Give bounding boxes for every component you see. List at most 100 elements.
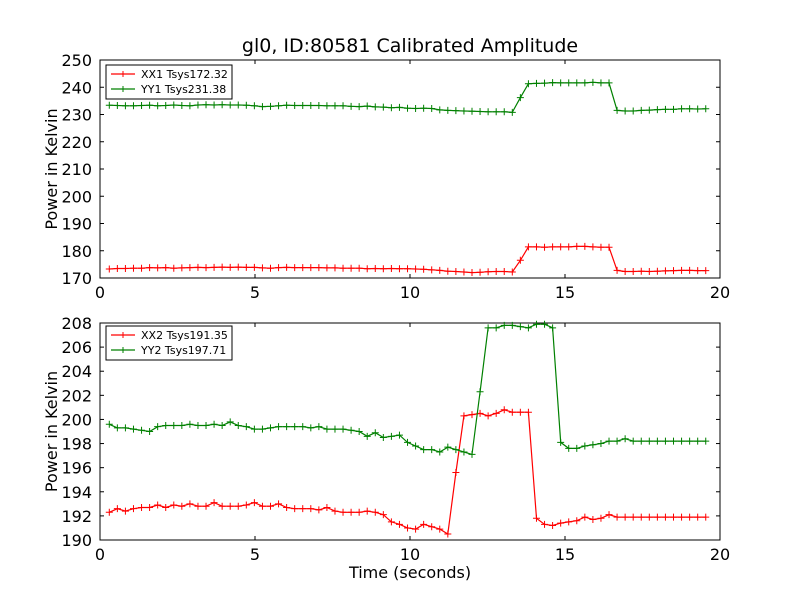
y-tick-label: 202 bbox=[61, 386, 92, 405]
legend: XX2 Tsys191.35 YY2 Tsys197.71 bbox=[105, 325, 233, 361]
data-point-marker bbox=[565, 444, 573, 452]
data-point-marker bbox=[589, 516, 597, 524]
data-point-marker bbox=[565, 243, 573, 251]
data-point-marker bbox=[702, 105, 710, 113]
y-tick-label: 206 bbox=[61, 338, 92, 357]
data-point-marker bbox=[234, 101, 242, 109]
data-point-marker bbox=[468, 269, 476, 277]
y-tick-label: 204 bbox=[61, 362, 92, 381]
data-point-marker bbox=[283, 423, 291, 431]
data-point-marker bbox=[283, 101, 291, 109]
data-point-marker bbox=[428, 266, 436, 274]
data-point-marker bbox=[395, 103, 403, 111]
data-point-marker bbox=[138, 503, 146, 511]
data-point-marker bbox=[363, 507, 371, 515]
data-point-marker bbox=[363, 102, 371, 110]
y-tick-label: 180 bbox=[61, 242, 92, 261]
data-point-marker bbox=[371, 103, 379, 111]
data-point-marker bbox=[686, 266, 694, 274]
y-tick-label: 196 bbox=[61, 459, 92, 478]
data-point-marker bbox=[524, 243, 532, 251]
data-point-marker bbox=[178, 102, 186, 110]
data-point-marker bbox=[605, 437, 613, 445]
data-point-marker bbox=[621, 513, 629, 521]
data-point-marker bbox=[581, 79, 589, 87]
data-point-marker bbox=[460, 412, 468, 420]
legend-marker bbox=[120, 86, 126, 92]
data-point-marker bbox=[565, 518, 573, 526]
series-2 bbox=[105, 320, 710, 458]
data-point-marker bbox=[516, 256, 524, 264]
data-point-marker bbox=[129, 264, 137, 272]
data-point-marker bbox=[275, 500, 283, 508]
data-point-marker bbox=[146, 503, 154, 511]
data-point-marker bbox=[138, 264, 146, 272]
data-point-marker bbox=[661, 267, 669, 275]
data-point-marker bbox=[105, 420, 113, 428]
data-point-marker bbox=[484, 412, 492, 420]
x-tick-label: 20 bbox=[710, 545, 730, 564]
data-point-marker bbox=[299, 423, 307, 431]
data-point-marker bbox=[541, 79, 549, 87]
data-point-marker bbox=[226, 263, 234, 271]
data-point-marker bbox=[323, 503, 331, 511]
data-point-marker bbox=[242, 423, 250, 431]
y-tick-label: 220 bbox=[61, 133, 92, 152]
bottom-subplot: 0 5 10 15 20 190 192 194 196 198 200 202 204 206 208 Po… bbox=[42, 314, 730, 582]
data-point-marker bbox=[524, 324, 532, 332]
data-point-marker bbox=[420, 265, 428, 273]
data-point-marker bbox=[202, 101, 210, 109]
data-point-marker bbox=[138, 426, 146, 434]
data-point-marker bbox=[670, 513, 677, 521]
data-point-marker bbox=[202, 264, 210, 272]
data-point-marker bbox=[597, 440, 605, 448]
data-point-marker bbox=[573, 79, 581, 87]
data-point-marker bbox=[250, 102, 258, 110]
data-point-marker bbox=[484, 324, 492, 332]
data-point-marker bbox=[686, 513, 694, 521]
data-point-marker bbox=[170, 501, 178, 509]
data-point-marker bbox=[420, 520, 428, 528]
data-point-marker bbox=[492, 324, 500, 332]
data-point-marker bbox=[331, 264, 339, 272]
data-point-marker bbox=[202, 502, 210, 510]
data-point-marker bbox=[347, 264, 355, 272]
data-point-marker bbox=[105, 101, 113, 109]
data-point-marker bbox=[170, 101, 178, 109]
data-point-marker bbox=[218, 101, 226, 109]
data-point-marker bbox=[234, 502, 242, 510]
data-point-marker bbox=[637, 513, 645, 521]
data-point-marker bbox=[694, 267, 702, 275]
data-point-marker bbox=[210, 101, 218, 109]
data-point-marker bbox=[661, 513, 669, 521]
data-point-marker bbox=[242, 501, 250, 509]
data-point-marker bbox=[702, 513, 710, 521]
data-point-marker bbox=[258, 425, 266, 433]
data-point-marker bbox=[291, 505, 299, 513]
data-point-marker bbox=[686, 105, 694, 113]
data-point-marker bbox=[412, 105, 420, 113]
data-point-marker bbox=[210, 263, 218, 271]
data-point-marker bbox=[154, 501, 162, 509]
data-point-marker bbox=[694, 513, 702, 521]
data-point-marker bbox=[645, 106, 653, 114]
data-point-marker bbox=[226, 101, 234, 109]
data-point-marker bbox=[436, 106, 444, 114]
data-point-marker bbox=[323, 102, 331, 110]
data-point-marker bbox=[573, 444, 581, 452]
data-point-marker bbox=[444, 106, 452, 114]
data-point-marker bbox=[613, 513, 621, 521]
data-point-marker bbox=[371, 429, 379, 437]
data-point-marker bbox=[492, 108, 500, 116]
data-point-marker bbox=[162, 503, 170, 511]
y-tick-label: 194 bbox=[61, 483, 92, 502]
data-point-marker bbox=[404, 104, 412, 112]
data-point-marker bbox=[516, 94, 524, 102]
data-point-marker bbox=[258, 502, 266, 510]
x-tick-label: 20 bbox=[710, 283, 730, 302]
data-point-marker bbox=[597, 79, 605, 87]
data-point-marker bbox=[412, 265, 420, 273]
y-tick-label: 198 bbox=[61, 435, 92, 454]
data-point-marker bbox=[541, 520, 549, 528]
data-point-marker bbox=[250, 425, 258, 433]
